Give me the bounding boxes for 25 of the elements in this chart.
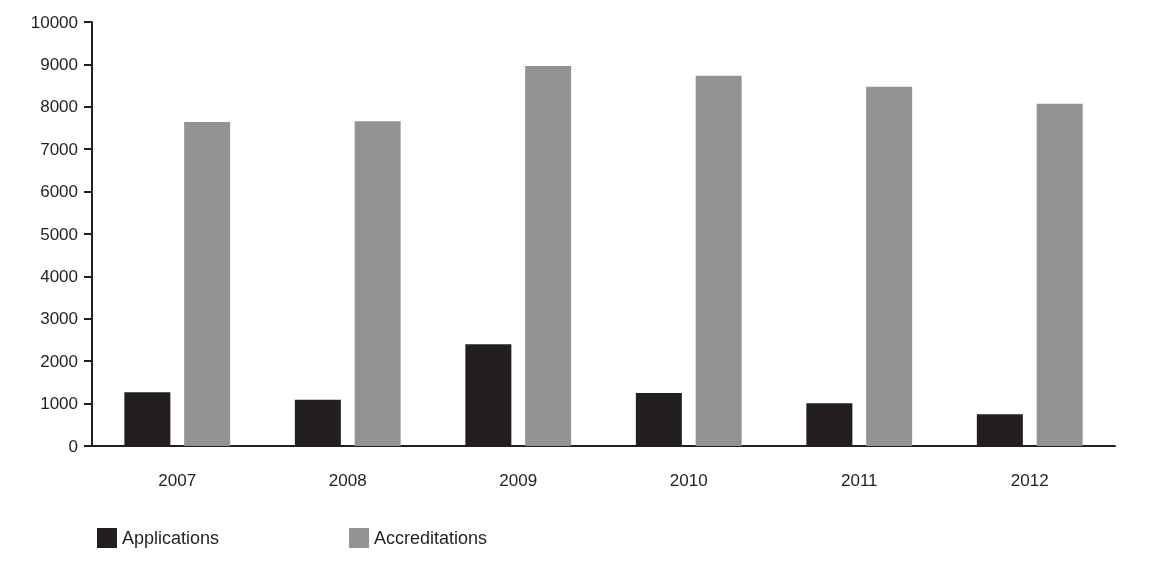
bar bbox=[354, 121, 401, 446]
x-tick-label: 2011 bbox=[840, 471, 878, 490]
y-tick-label: 5000 bbox=[40, 224, 78, 244]
y-tick-label: 6000 bbox=[40, 182, 78, 202]
bar bbox=[525, 66, 572, 446]
y-tick-label: 1000 bbox=[40, 394, 78, 414]
bar bbox=[695, 75, 742, 446]
y-tick-label: 8000 bbox=[40, 97, 78, 117]
x-tick-label: 2009 bbox=[499, 471, 538, 490]
y-tick-label: 2000 bbox=[40, 351, 78, 371]
x-tick-label: 2008 bbox=[328, 471, 367, 490]
y-tick-label: 3000 bbox=[40, 309, 78, 329]
x-tick-label: 2010 bbox=[669, 471, 708, 490]
x-tick-label: 2007 bbox=[158, 471, 197, 490]
bar bbox=[866, 86, 913, 446]
bar bbox=[184, 122, 231, 446]
legend-label: Applications bbox=[122, 528, 220, 548]
y-tick-label: 9000 bbox=[40, 54, 78, 74]
legend-label: Accreditations bbox=[374, 528, 488, 548]
y-tick-label: 0 bbox=[68, 436, 78, 456]
y-tick-label: 7000 bbox=[40, 139, 78, 159]
y-tick-label: 4000 bbox=[40, 266, 78, 286]
bar bbox=[1036, 103, 1083, 446]
x-tick-label: 2012 bbox=[1010, 471, 1049, 490]
y-tick-label: 10000 bbox=[30, 12, 78, 32]
